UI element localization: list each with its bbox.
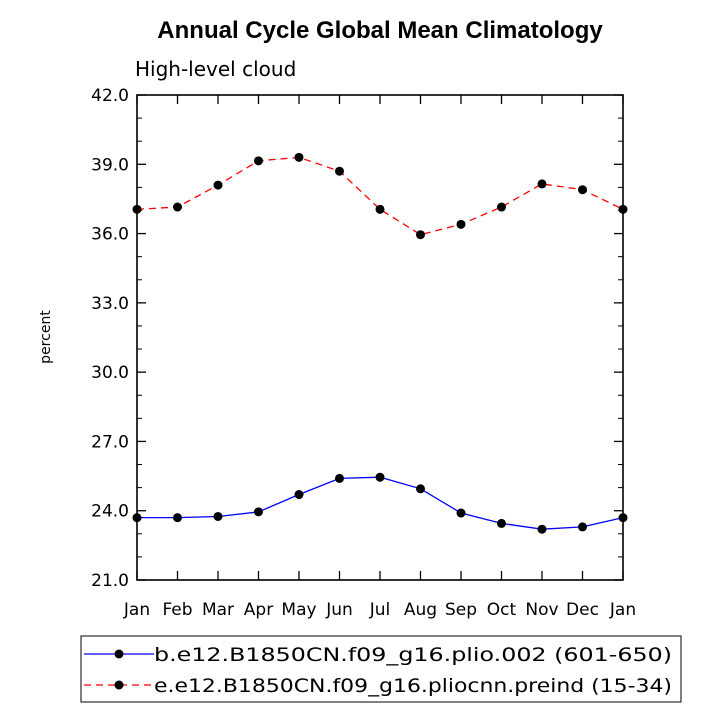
data-point: [537, 179, 547, 189]
y-tick-label: 39.0: [91, 155, 129, 175]
chart-title: Annual Cycle Global Mean Climatology: [157, 17, 603, 44]
x-tick-label: Nov: [525, 600, 558, 620]
data-point: [132, 513, 142, 523]
data-point: [375, 472, 385, 482]
data-point: [335, 166, 344, 176]
x-tick-label: Jul: [369, 600, 391, 620]
series-line: [137, 476, 624, 530]
y-tick-label: 42.0: [91, 86, 129, 106]
x-tick-label: Jan: [609, 600, 636, 620]
x-tick-label: Aug: [404, 600, 437, 620]
data-point: [173, 202, 182, 212]
legend-marker: [114, 680, 124, 690]
data-point: [375, 204, 385, 214]
y-tick-label: 36.0: [91, 225, 129, 245]
y-tick-label: 33.0: [91, 294, 129, 314]
data-point: [456, 219, 466, 229]
legend-label: e.e12.B1850CN.f09_g16.pliocnn.preind (15…: [154, 675, 672, 697]
y-tick-label: 21.0: [91, 571, 129, 591]
data-point: [578, 522, 587, 532]
data-point: [213, 180, 223, 190]
y-tick-label: 30.0: [91, 363, 129, 383]
data-point: [497, 202, 506, 212]
data-point: [294, 152, 304, 162]
series-layer: [132, 152, 628, 534]
plot-frame: [136, 94, 624, 581]
data-point: [618, 204, 628, 214]
x-tick-label: Feb: [162, 600, 192, 620]
data-point: [254, 156, 263, 166]
series-line: [136, 156, 624, 236]
data-point: [254, 507, 263, 517]
data-point: [578, 185, 587, 195]
data-point: [456, 508, 466, 518]
data-point: [294, 490, 304, 500]
y-tick-label: 24.0: [91, 502, 129, 522]
x-tick-label: Sep: [445, 600, 477, 620]
data-point: [335, 473, 344, 483]
x-tick-label: Jan: [123, 600, 150, 620]
x-tick-label: Apr: [244, 600, 273, 620]
data-point: [497, 518, 506, 528]
legend: b.e12.B1850CN.f09_g16.plio.002 (601-650)…: [84, 644, 672, 697]
data-point: [416, 230, 425, 240]
ticks-layer: 21.0 24.0 27.0 30.0 33.0 36.0 39.0 42.0 Jan Feb Ma…: [91, 86, 636, 620]
data-point: [173, 513, 182, 523]
x-tick-label: Dec: [566, 600, 599, 620]
data-point: [132, 204, 142, 214]
y-tick-label: 27.0: [91, 432, 129, 452]
y-axis-label: percent: [38, 310, 54, 364]
x-tick-label: Mar: [202, 600, 234, 620]
legend-label: b.e12.B1850CN.f09_g16.plio.002 (601-650): [154, 644, 672, 666]
data-point: [416, 484, 425, 494]
x-tick-label: May: [281, 600, 316, 620]
x-tick-label: Oct: [487, 600, 517, 620]
data-point: [537, 524, 547, 534]
legend-marker: [114, 649, 124, 659]
data-point: [618, 513, 628, 523]
data-point: [213, 511, 223, 521]
chart-subtitle: High-level cloud: [135, 57, 296, 81]
legend-box: [80, 635, 682, 703]
x-tick-label: Jun: [325, 600, 353, 620]
